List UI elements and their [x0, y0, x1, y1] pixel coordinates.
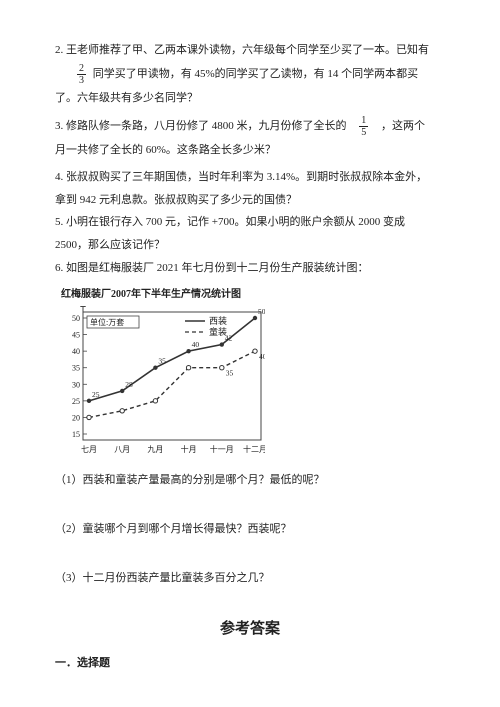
q4-line2: 拿到 942 元利息款。张叔叔购买了多少元的国债？ — [55, 190, 445, 211]
svg-text:西装: 西装 — [209, 315, 227, 326]
svg-text:35: 35 — [72, 364, 80, 373]
svg-text:50: 50 — [72, 314, 80, 323]
subq-3: （3）十二月份西装产量比童装多百分之几？ — [55, 568, 445, 589]
svg-text:45: 45 — [72, 331, 80, 340]
svg-text:八月: 八月 — [114, 445, 130, 454]
svg-text:20: 20 — [72, 414, 80, 423]
q6: 6. 如图是红梅服装厂 2021 年七月份到十二月份生产服装统计图： — [55, 258, 445, 279]
q4-line1: 4. 张叔叔购买了三年期国债，当时年利率为 3.14%。到期时张叔叔除本金外， — [55, 167, 445, 188]
svg-text:35: 35 — [158, 357, 166, 366]
svg-text:十一月: 十一月 — [210, 444, 234, 454]
subq-2: （2）童装哪个月到哪个月增长得最快？西装呢？ — [55, 519, 445, 540]
svg-text:十二月: 十二月 — [243, 444, 265, 454]
svg-text:40: 40 — [192, 340, 200, 349]
q3-line2: 月一共修了全长的 60%。这条路全长多少米？ — [55, 140, 445, 161]
fraction-1-5: 1 5 — [355, 115, 372, 138]
svg-text:七月: 七月 — [81, 445, 97, 454]
svg-text:25: 25 — [72, 397, 80, 406]
q2-line3: 了。六年级共有多少名同学？ — [55, 88, 445, 109]
svg-text:40: 40 — [259, 352, 265, 361]
q2-line1: 2. 王老师推荐了甲、乙两本课外读物，六年级每个同学至少买了一本。已知有 — [55, 40, 445, 61]
chart-svg: 单位:万套西装童装1520253035404550七月八月九月十月十一月十二月2… — [55, 306, 265, 456]
q5-line1: 5. 小明在银行存入 700 元，记作 +700。如果小明的账户余额从 2000… — [55, 212, 445, 233]
q2-line2: 2 3 同学买了甲读物，有 45%的同学买了乙读物，有 14 个同学两本都买 — [55, 63, 445, 86]
subq-1: （1）西装和童装产量最高的分别是哪个月？最低的呢？ — [55, 470, 445, 491]
svg-text:35: 35 — [226, 369, 234, 378]
svg-text:40: 40 — [72, 347, 80, 356]
svg-text:42: 42 — [225, 334, 233, 343]
answers-header: 参考答案 — [55, 615, 445, 644]
svg-text:九月: 九月 — [147, 445, 163, 454]
svg-text:单位:万套: 单位:万套 — [90, 317, 124, 327]
svg-text:25: 25 — [92, 390, 100, 399]
svg-text:28: 28 — [125, 380, 133, 389]
svg-text:50: 50 — [258, 307, 265, 316]
q3-line1: 3. 修路队修一条路，八月份修了 4800 米，九月份修了全长的 1 5 ，这两… — [55, 115, 445, 138]
svg-text:30: 30 — [72, 380, 80, 389]
chart-title: 红梅服装厂2007年下半年生产情况统计图 — [55, 285, 445, 304]
q2-line2-text: 同学买了甲读物，有 45%的同学买了乙读物，有 14 个同学两本都买 — [93, 68, 418, 80]
fraction-2-3: 2 3 — [73, 63, 90, 86]
production-chart: 红梅服装厂2007年下半年生产情况统计图 单位:万套西装童装1520253035… — [55, 285, 445, 456]
svg-text:十月: 十月 — [181, 444, 197, 454]
svg-text:15: 15 — [72, 430, 80, 439]
section-choice-heading: 一．选择题 — [55, 653, 445, 674]
q5-line2: 2500，那么应该记作？ — [55, 235, 445, 256]
